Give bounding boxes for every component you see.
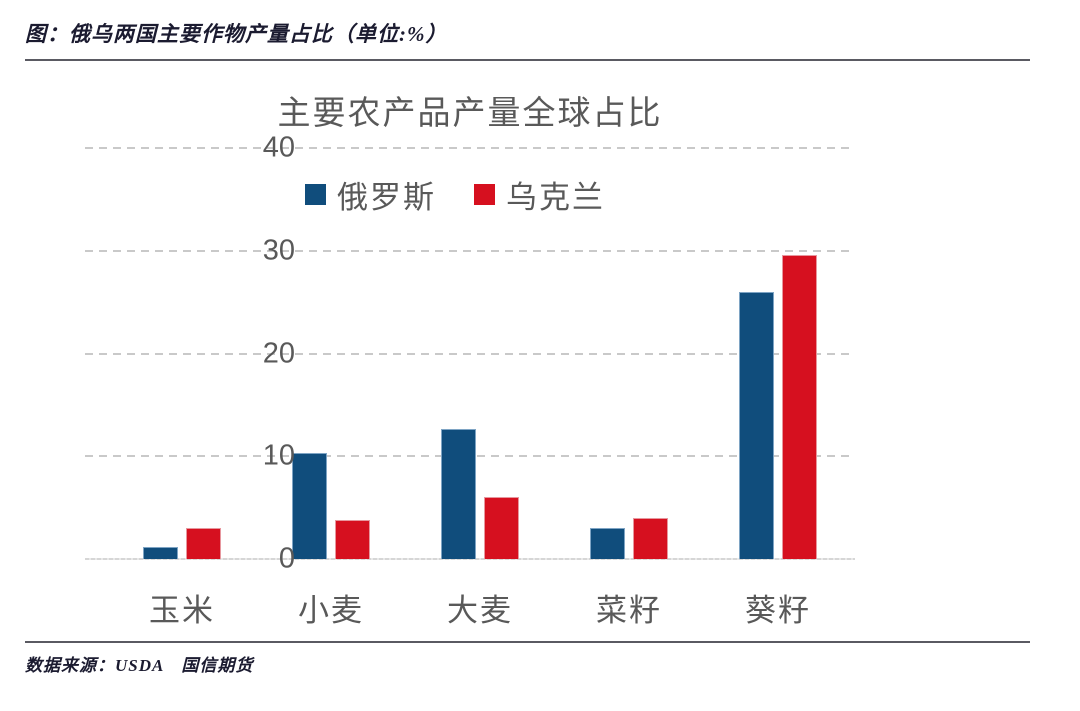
bar-俄罗斯-大麦 — [441, 429, 476, 559]
legend-label: 俄罗斯 — [337, 180, 436, 215]
bar-俄罗斯-葵籽 — [739, 292, 774, 559]
x-category-label-菜籽: 菜籽 — [596, 593, 662, 628]
legend-label: 乌克兰 — [506, 180, 605, 215]
bar-chart-plot-area — [85, 147, 855, 560]
gridline-20 — [85, 352, 855, 355]
bar-俄罗斯-小麦 — [292, 453, 327, 559]
x-category-label-葵籽: 葵籽 — [745, 593, 811, 628]
gridline-30 — [85, 249, 855, 252]
x-axis-line — [85, 558, 855, 560]
y-tick-label-40: 40 — [262, 131, 295, 164]
header-divider — [25, 59, 1030, 61]
data-source: 数据来源：USDA 国信期货 — [25, 656, 254, 675]
x-category-label-小麦: 小麦 — [298, 593, 364, 628]
bar-乌克兰-大麦 — [484, 497, 519, 559]
bar-乌克兰-葵籽 — [782, 255, 817, 559]
bar-乌克兰-玉米 — [186, 528, 221, 559]
legend-item-俄罗斯: 俄罗斯 — [305, 172, 436, 217]
chart-legend: 俄罗斯 乌克兰 — [85, 172, 825, 217]
footer-divider — [25, 641, 1030, 643]
y-tick-label-30: 30 — [262, 234, 295, 267]
bar-乌克兰-菜籽 — [633, 518, 668, 559]
chart-title: 主要农产品产量全球占比 — [277, 96, 663, 132]
x-category-label-玉米: 玉米 — [149, 593, 215, 628]
y-tick-label-0: 0 — [278, 542, 295, 575]
bar-俄罗斯-玉米 — [143, 547, 178, 559]
legend-swatch-icon — [474, 184, 495, 205]
legend-item-乌克兰: 乌克兰 — [474, 172, 605, 217]
page-title: 图：俄乌两国主要作物产量占比（单位:%） — [25, 22, 448, 46]
bar-乌克兰-小麦 — [335, 520, 370, 559]
y-tick-label-20: 20 — [262, 337, 295, 369]
x-category-label-大麦: 大麦 — [447, 593, 513, 628]
y-tick-label-10: 10 — [262, 439, 295, 472]
bar-俄罗斯-菜籽 — [590, 528, 625, 559]
legend-swatch-icon — [305, 184, 326, 205]
gridline-40 — [85, 147, 855, 149]
